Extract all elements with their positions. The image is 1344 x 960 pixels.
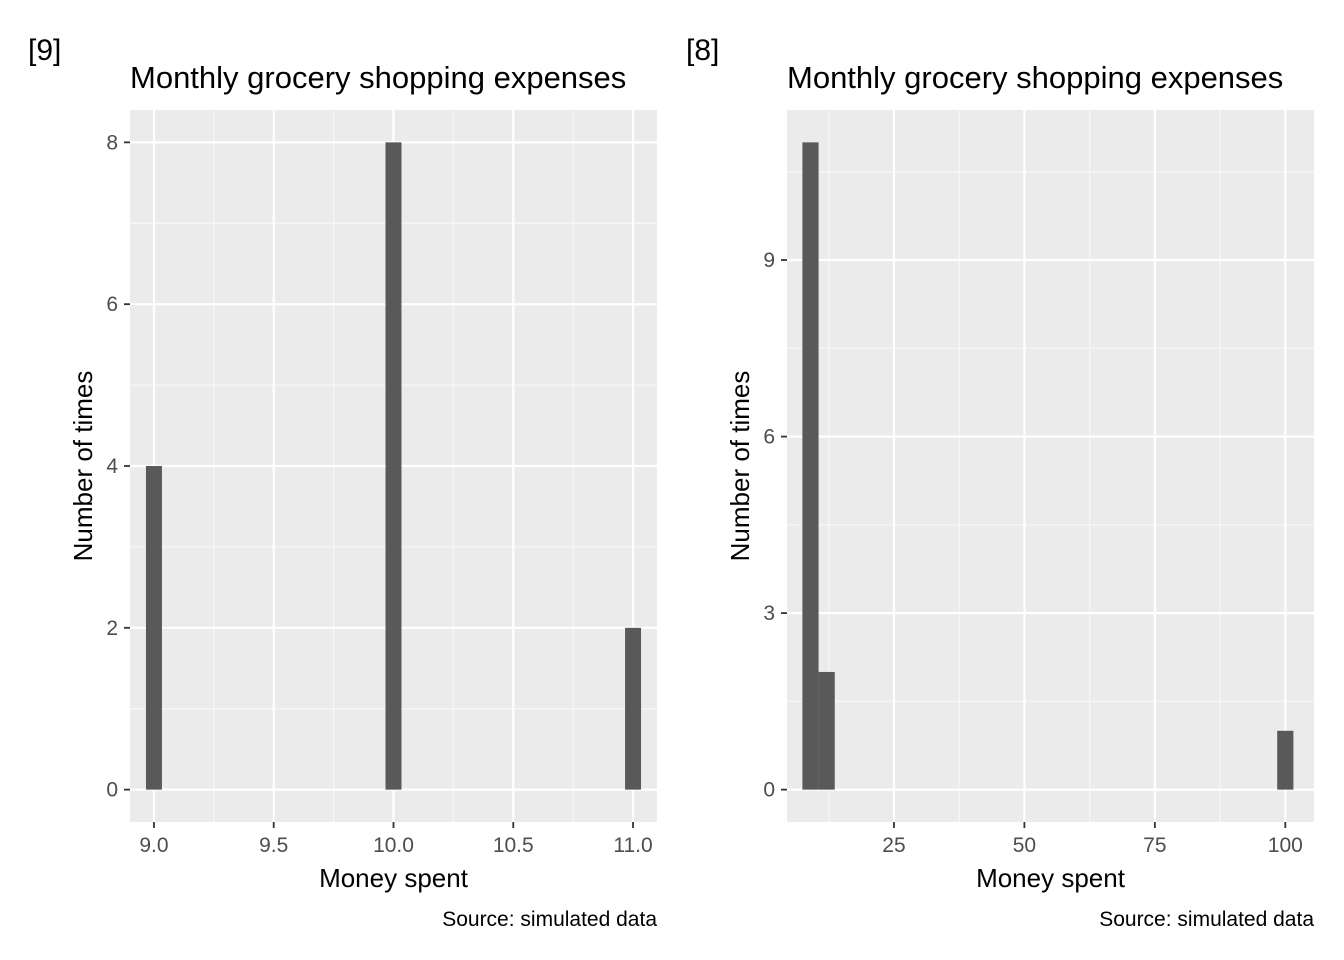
x-tick-label: 100 <box>1268 834 1303 857</box>
plot-panel <box>787 110 1314 822</box>
y-tick-label: 0 <box>106 779 118 802</box>
y-tick-label: 2 <box>106 617 118 640</box>
y-tick-label: 0 <box>763 779 775 802</box>
x-tick-label: 11.0 <box>613 834 652 857</box>
histogram-bar <box>625 627 642 790</box>
x-tick-label: 75 <box>1143 834 1166 857</box>
chart-title: Monthly grocery shopping expenses <box>787 60 1283 95</box>
chart-left: [9] Monthly grocery shopping expenses 9.0 9… <box>28 34 657 931</box>
y-axis-label: Number of times <box>725 371 755 562</box>
chart-title: Monthly grocery shopping expenses <box>130 60 626 95</box>
y-tick-label: 9 <box>763 249 775 272</box>
x-axis-label: Money spent <box>976 863 1126 893</box>
histogram-bar <box>1277 730 1294 790</box>
histogram-bar <box>385 142 402 790</box>
panel-tag: [9] <box>28 34 61 67</box>
y-axis-label: Number of times <box>68 371 98 562</box>
histogram-bar <box>145 466 162 790</box>
y-tick-label: 6 <box>763 426 775 449</box>
x-tick-label: 9.0 <box>139 834 168 857</box>
y-tick-label: 4 <box>106 455 118 478</box>
x-tick-label: 10.5 <box>493 834 534 857</box>
panel-tag: [8] <box>686 34 719 67</box>
x-axis-label: Money spent <box>319 863 469 893</box>
x-tick-label: 9.5 <box>259 834 288 857</box>
x-tick-label: 50 <box>1013 834 1036 857</box>
y-tick-label: 6 <box>106 293 118 316</box>
x-tick-label: 25 <box>882 834 905 857</box>
histogram-bar <box>802 142 819 790</box>
source-caption: Source: simulated data <box>1099 908 1314 931</box>
y-tick-label: 8 <box>106 131 118 154</box>
y-tick-label: 3 <box>763 602 775 625</box>
x-tick-label: 10.0 <box>373 834 414 857</box>
source-caption: Source: simulated data <box>442 908 657 931</box>
histogram-bar <box>818 671 835 790</box>
chart-right: [8] Monthly grocery shopping expenses 25 50… <box>686 34 1314 931</box>
